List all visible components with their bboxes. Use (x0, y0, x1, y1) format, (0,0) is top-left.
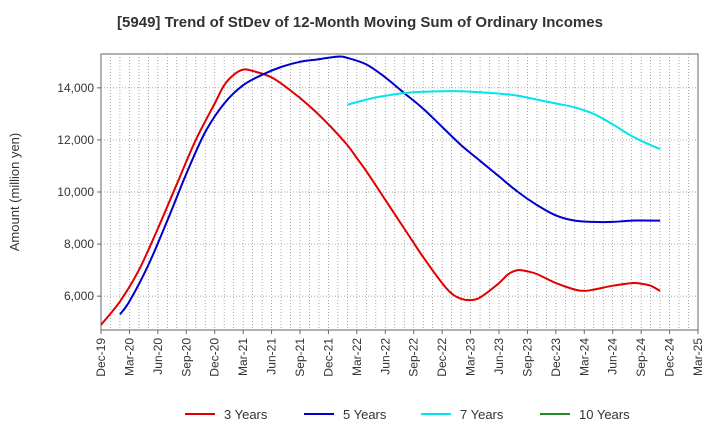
y-tick-label: 14,000 (57, 81, 94, 95)
x-tick-label: Dec-22 (435, 338, 449, 377)
chart-title: [5949] Trend of StDev of 12-Month Moving… (117, 14, 603, 31)
series-lines (100, 55, 661, 326)
x-tick-label: Jun-23 (492, 338, 506, 375)
x-tick-label: Jun-24 (606, 338, 620, 375)
x-tick-label: Mar-20 (122, 338, 136, 376)
x-tick-label: Sep-24 (634, 338, 648, 377)
y-tick-label: 12,000 (57, 133, 94, 147)
legend: 3 Years 5 Years 7 Years 10 Years (185, 407, 630, 422)
x-tick-label: Mar-21 (236, 338, 250, 376)
series-line-5-years (119, 55, 661, 315)
x-tick-label: Jun-20 (151, 338, 165, 375)
x-tick-label: Sep-22 (407, 338, 421, 377)
x-tick-label: Sep-21 (293, 338, 307, 377)
series-line-3-years (100, 68, 661, 326)
legend-label-7-years: 7 Years (460, 407, 504, 422)
x-tick-label: Mar-23 (464, 338, 478, 376)
x-tick-label: Mar-22 (350, 338, 364, 376)
x-tick-label: Jun-22 (378, 338, 392, 375)
y-tick-label: 10,000 (57, 185, 94, 199)
x-tick-label: Mar-24 (577, 338, 591, 376)
y-tick-labels: 6,000 8,000 10,000 12,000 14,000 (57, 81, 101, 303)
legend-label-3-years: 3 Years (224, 407, 268, 422)
y-tick-label: 8,000 (64, 237, 94, 251)
x-tick-label: Dec-24 (663, 338, 677, 377)
legend-label-10-years: 10 Years (579, 407, 630, 422)
x-tick-label: Mar-25 (691, 338, 705, 376)
legend-label-5-years: 5 Years (343, 407, 387, 422)
x-tick-label: Dec-19 (94, 338, 108, 377)
x-tick-label: Sep-20 (179, 338, 193, 377)
y-axis-label: Amount (million yen) (7, 133, 22, 252)
x-tick-label: Dec-20 (208, 338, 222, 377)
x-tick-label: Dec-23 (549, 338, 563, 377)
series-line-7-years (347, 90, 661, 150)
x-tick-label: Sep-23 (520, 338, 534, 377)
x-tick-label: Jun-21 (265, 338, 279, 375)
x-tick-label: Dec-21 (321, 338, 335, 377)
y-tick-label: 6,000 (64, 289, 94, 303)
x-tick-labels: Dec-19 Mar-20 Jun-20 Sep-20 Dec-20 Mar-21 Jun-… (94, 330, 705, 377)
